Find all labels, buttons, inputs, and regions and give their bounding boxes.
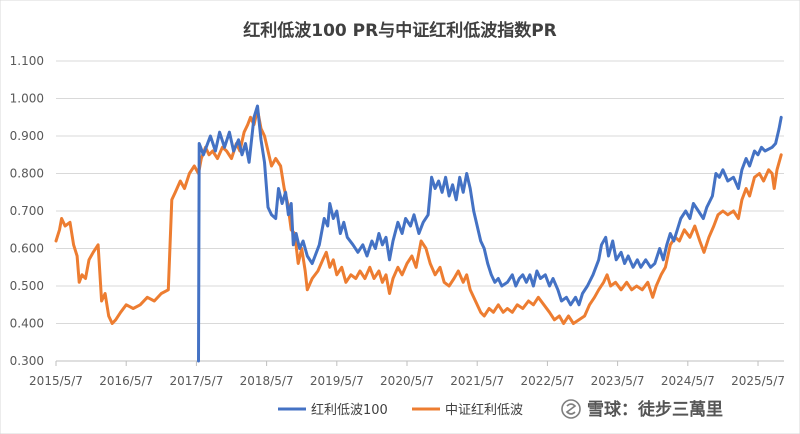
series-lines — [54, 104, 783, 363]
x-tick-label: 2021/5/7 — [450, 374, 504, 388]
y-tick-label: 0.900 — [10, 129, 44, 143]
y-tick-label: 0.300 — [10, 354, 44, 368]
y-tick-label: 0.500 — [10, 279, 44, 293]
y-tick-label: 0.700 — [10, 204, 44, 218]
x-tick-label: 2017/5/7 — [169, 374, 223, 388]
x-tick-label: 2023/5/7 — [591, 374, 645, 388]
chart-title: 红利低波100 PR与中证红利低波指数PR — [243, 20, 557, 41]
x-tick-label: 2024/5/7 — [661, 374, 715, 388]
legend: 红利低波100 中证红利低波 — [278, 402, 523, 418]
y-tick-label: 1.100 — [10, 54, 44, 68]
x-tick-label: 2022/5/7 — [520, 374, 574, 388]
x-tick-label: 2018/5/7 — [240, 374, 294, 388]
series-line-1 — [197, 104, 783, 363]
x-axis-ticks: 2015/5/7 2016/5/7 2017/5/7 2018/5/7 2019/5/7… — [29, 361, 785, 388]
watermark: 雪球：徒步三萬里 — [561, 399, 723, 420]
x-tick-label: 2019/5/7 — [310, 374, 364, 388]
x-tick-label: 2015/5/7 — [29, 374, 83, 388]
y-axis-ticks: 0.300 0.400 0.500 0.600 0.700 0.800 0.900 1.000… — [10, 54, 44, 368]
x-tick-label: 2020/5/7 — [380, 374, 434, 388]
x-tick-label: 2025/5/7 — [731, 374, 785, 388]
y-tick-label: 0.800 — [10, 167, 44, 181]
legend-label: 中证红利低波 — [445, 402, 523, 418]
legend-label: 红利低波100 — [311, 402, 388, 418]
watermark-text: 雪球：徒步三萬里 — [587, 399, 723, 420]
y-tick-label: 0.600 — [10, 242, 44, 256]
x-tick-label: 2016/5/7 — [99, 374, 153, 388]
snowball-logo-icon — [561, 399, 581, 419]
y-tick-label: 1.000 — [10, 92, 44, 106]
series-line-2 — [54, 108, 783, 325]
y-tick-label: 0.400 — [10, 317, 44, 331]
